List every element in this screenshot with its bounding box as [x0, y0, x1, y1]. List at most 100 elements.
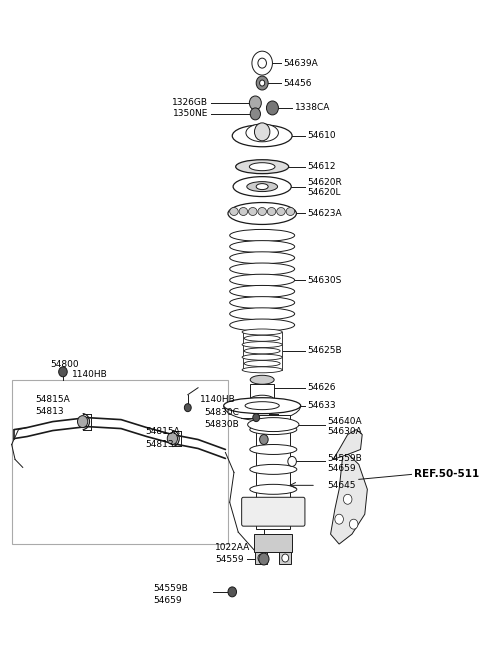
- Ellipse shape: [248, 418, 299, 432]
- Circle shape: [282, 554, 288, 562]
- Text: 54800: 54800: [50, 360, 79, 369]
- Ellipse shape: [267, 207, 276, 215]
- Ellipse shape: [230, 252, 295, 264]
- Circle shape: [258, 554, 265, 562]
- Text: 54630A: 54630A: [327, 427, 362, 436]
- Circle shape: [228, 587, 237, 597]
- Text: 54620R: 54620R: [308, 178, 342, 187]
- Polygon shape: [333, 430, 362, 459]
- Text: 54559: 54559: [215, 554, 244, 564]
- Circle shape: [258, 58, 266, 68]
- Text: 54559B: 54559B: [154, 584, 188, 594]
- Text: 54630S: 54630S: [308, 276, 342, 285]
- Ellipse shape: [230, 274, 295, 286]
- Ellipse shape: [230, 230, 295, 241]
- Text: 54559B: 54559B: [327, 454, 362, 463]
- Text: 54659: 54659: [327, 464, 356, 473]
- Text: 54456: 54456: [284, 79, 312, 87]
- Circle shape: [254, 123, 270, 141]
- Text: 1350NE: 1350NE: [173, 110, 208, 119]
- Ellipse shape: [239, 207, 248, 215]
- Ellipse shape: [250, 375, 274, 384]
- Ellipse shape: [242, 367, 282, 373]
- Text: 54813: 54813: [145, 440, 174, 449]
- Text: 1338CA: 1338CA: [295, 104, 330, 112]
- Circle shape: [252, 51, 273, 75]
- Circle shape: [288, 457, 296, 466]
- Text: 54612: 54612: [308, 162, 336, 171]
- Ellipse shape: [230, 308, 295, 319]
- Ellipse shape: [244, 335, 280, 341]
- Circle shape: [259, 553, 269, 565]
- Ellipse shape: [232, 125, 292, 147]
- Text: 54645: 54645: [327, 481, 356, 490]
- Circle shape: [260, 80, 265, 86]
- Ellipse shape: [230, 241, 295, 253]
- Text: 54620L: 54620L: [308, 188, 341, 197]
- Text: 54626: 54626: [308, 383, 336, 392]
- Ellipse shape: [245, 401, 279, 409]
- Ellipse shape: [249, 163, 275, 171]
- Text: 54625B: 54625B: [308, 346, 342, 356]
- Circle shape: [77, 416, 88, 428]
- Ellipse shape: [233, 176, 291, 197]
- Text: 54830B: 54830B: [204, 420, 239, 429]
- Ellipse shape: [228, 203, 296, 224]
- Circle shape: [335, 514, 343, 524]
- Text: 1140HB: 1140HB: [200, 395, 236, 404]
- Circle shape: [266, 101, 278, 115]
- Ellipse shape: [286, 207, 295, 215]
- Text: 54633: 54633: [308, 401, 336, 410]
- Ellipse shape: [236, 159, 288, 174]
- Text: 1022AA: 1022AA: [215, 543, 251, 552]
- Text: 54640A: 54640A: [327, 417, 362, 426]
- Text: 1140HB: 1140HB: [72, 370, 107, 379]
- Ellipse shape: [242, 354, 282, 360]
- Ellipse shape: [230, 263, 295, 275]
- Bar: [254, 534, 292, 552]
- Circle shape: [167, 432, 178, 445]
- Circle shape: [343, 494, 352, 504]
- Ellipse shape: [250, 445, 297, 455]
- Circle shape: [260, 554, 268, 564]
- Ellipse shape: [250, 395, 274, 404]
- Text: 1326GB: 1326GB: [172, 98, 208, 108]
- Ellipse shape: [250, 424, 297, 434]
- FancyBboxPatch shape: [241, 497, 305, 526]
- Bar: [256, 415, 290, 529]
- Text: 54815A: 54815A: [36, 395, 71, 404]
- Circle shape: [256, 76, 268, 90]
- Bar: [12, 380, 228, 544]
- Text: 54813: 54813: [36, 407, 64, 416]
- Circle shape: [249, 96, 261, 110]
- Bar: [279, 552, 291, 564]
- Text: 54623A: 54623A: [308, 209, 342, 218]
- Circle shape: [250, 108, 261, 120]
- Ellipse shape: [230, 297, 295, 308]
- Ellipse shape: [230, 285, 295, 297]
- Circle shape: [184, 403, 191, 412]
- Circle shape: [260, 434, 268, 445]
- Bar: [250, 384, 274, 400]
- Circle shape: [349, 519, 358, 529]
- Ellipse shape: [242, 342, 282, 348]
- Ellipse shape: [230, 319, 295, 331]
- Ellipse shape: [258, 207, 266, 215]
- Text: 54830C: 54830C: [204, 408, 239, 417]
- Ellipse shape: [244, 348, 280, 354]
- Ellipse shape: [246, 124, 278, 142]
- Ellipse shape: [276, 207, 285, 215]
- Ellipse shape: [242, 329, 282, 335]
- Polygon shape: [331, 449, 367, 544]
- Ellipse shape: [230, 207, 238, 215]
- Ellipse shape: [249, 207, 257, 215]
- Text: 54610: 54610: [308, 131, 336, 140]
- Text: 54659: 54659: [154, 596, 182, 605]
- Ellipse shape: [247, 182, 277, 192]
- Circle shape: [59, 367, 67, 377]
- Ellipse shape: [244, 361, 280, 367]
- Text: REF.50-511: REF.50-511: [414, 470, 479, 480]
- Ellipse shape: [250, 464, 297, 474]
- Text: 54639A: 54639A: [284, 58, 318, 68]
- Ellipse shape: [256, 184, 268, 190]
